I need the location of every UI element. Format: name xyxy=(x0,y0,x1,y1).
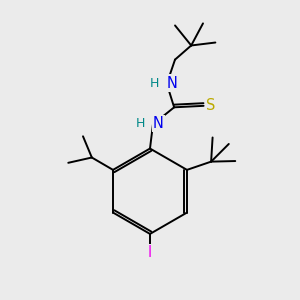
Text: I: I xyxy=(148,245,152,260)
Text: N: N xyxy=(167,76,178,91)
Text: H: H xyxy=(136,117,145,130)
Text: H: H xyxy=(150,77,159,90)
Text: N: N xyxy=(153,116,164,131)
Text: S: S xyxy=(206,98,216,113)
